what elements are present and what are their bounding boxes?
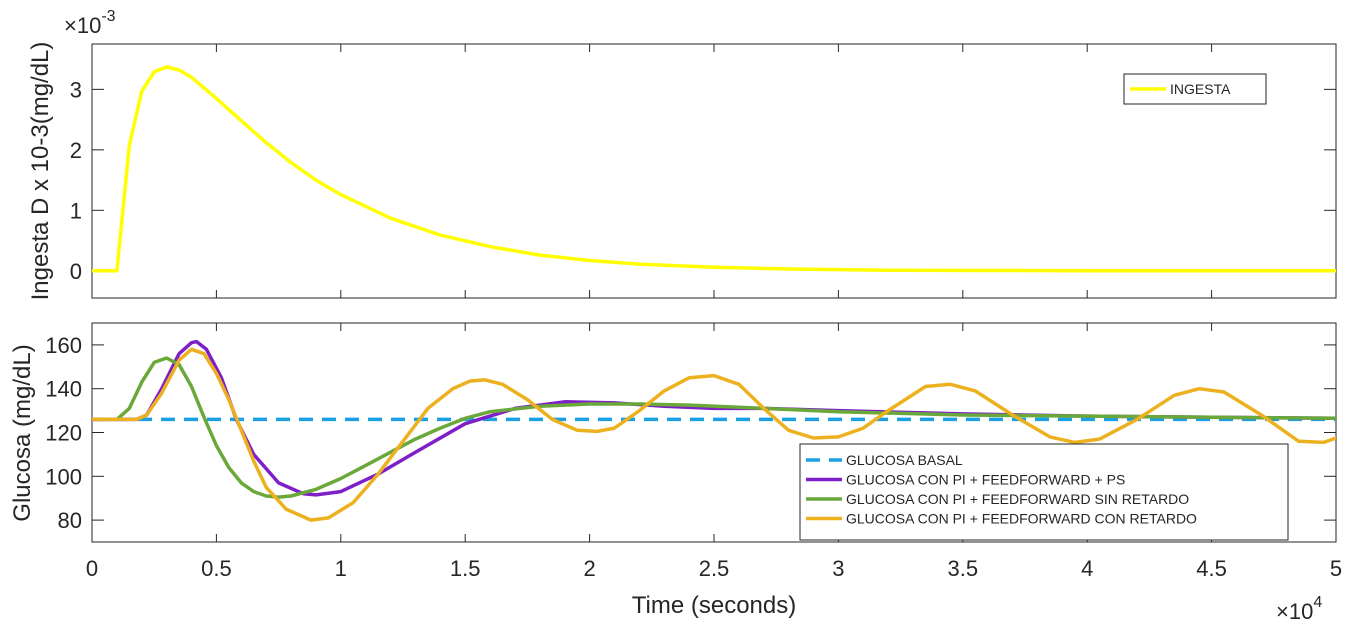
ingesta-legend-box	[1123, 73, 1267, 105]
ingesta-y-tick-label: 0	[70, 259, 82, 284]
glucosa-x-tick-label: 1.5	[450, 556, 481, 581]
time-x-axis-label: Time (seconds)	[632, 592, 796, 619]
series-glucosa-con-pi-feedforward-con-retardo	[92, 347, 1336, 522]
glucosa-y-tick-label: 140	[45, 377, 82, 402]
glucosa-y-tick-label: 80	[58, 508, 82, 533]
series-glucosa-con-pi-feedforward-sin-retardo	[92, 356, 1336, 499]
glucosa-y-tick-label: 120	[45, 421, 82, 446]
glucosa-x-tick-label: 4.5	[1196, 556, 1227, 581]
glucosa-y-axis-label: Glucosa (mg/dL)	[9, 344, 36, 521]
ingesta-y-tick-label: 1	[70, 198, 82, 223]
ingesta-y-axis-label: Ingesta D x 10-3(mg/dL)	[27, 42, 54, 301]
glucosa-x-tick-label: 2.5	[699, 556, 730, 581]
ingesta-legend: INGESTA	[1123, 73, 1267, 105]
legend-label-ingesta: INGESTA	[1170, 81, 1231, 97]
glucosa-x-tick-label: 0	[86, 556, 98, 581]
glucosa-y-tick-label: 160	[45, 333, 82, 358]
glucosa-legend: GLUCOSA BASAL GLUCOSA CON PI + FEEDFORWAR…	[799, 443, 1289, 541]
ingesta-y-tick-label: 3	[70, 77, 82, 102]
series-ingesta	[92, 65, 1336, 273]
svg-text:×10-3: ×10-3	[64, 8, 116, 38]
legend-label-glucosa-con-pi-feedforward-ps: GLUCOSA CON PI + FEEDFORWARD + PS	[846, 472, 1125, 488]
glucosa-x-tick-label: 3	[832, 556, 844, 581]
ingesta-y-tick-label: 2	[70, 138, 82, 163]
legend-label-glucosa-con-pi-feedforward-sin-retardo: GLUCOSA CON PI + FEEDFORWARD SIN RETARDO	[846, 491, 1189, 507]
glucosa-x-tick-label: 2	[583, 556, 595, 581]
glucosa-x-tick-label: 4	[1081, 556, 1093, 581]
svg-text:×104: ×104	[1276, 594, 1322, 624]
ingesta-axes: 0 1 2 3 Ingesta D x 10-3(mg/dL) ×10-3 INGES…	[27, 8, 1337, 301]
glucosa-x-tick-label: 1	[335, 556, 347, 581]
glucosa-axes: 0 0.5 1 1.5 2 2.5 3 3.5 4 4.5 5 80 100 120 140 160 Gluc…	[9, 322, 1342, 624]
legend-label-glucosa-con-pi-feedforward-con-retardo: GLUCOSA CON PI + FEEDFORWARD CON RETARDO	[846, 511, 1197, 527]
glucosa-x-tick-label: 0.5	[201, 556, 232, 581]
legend-label-glucosa-basal: GLUCOSA BASAL	[846, 452, 963, 468]
glucosa-x-tick-label: 5	[1330, 556, 1342, 581]
ingesta-y-multiplier: ×10-3	[64, 8, 116, 38]
glucosa-y-tick-label: 100	[45, 464, 82, 489]
glucosa-legend-box	[799, 443, 1289, 541]
time-x-multiplier: ×104	[1276, 594, 1322, 624]
glucosa-x-tick-label: 3.5	[948, 556, 979, 581]
